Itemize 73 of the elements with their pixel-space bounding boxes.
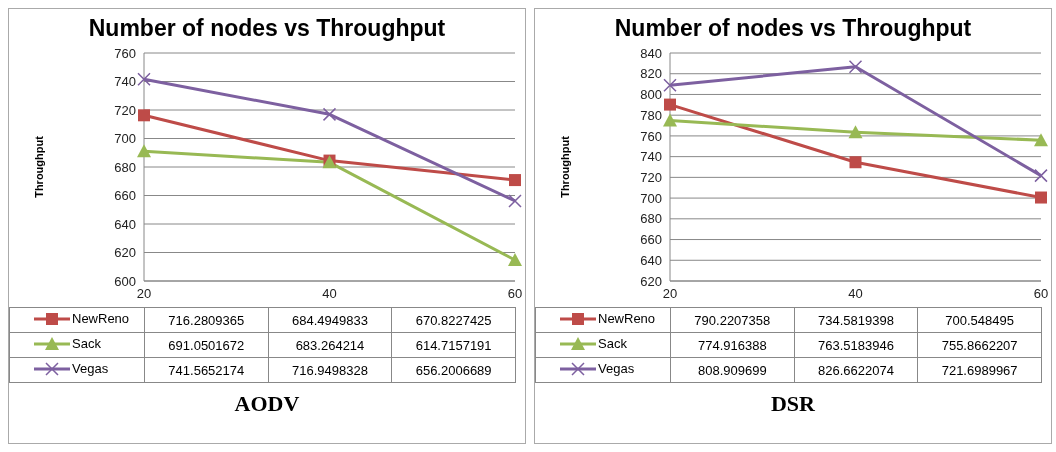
- data-label: 614.7157191: [391, 332, 516, 358]
- point: [664, 98, 676, 111]
- y-tick-label: 720: [640, 169, 662, 185]
- y-tick-label: 800: [640, 87, 662, 103]
- point: [849, 156, 862, 169]
- data-label: 716.9498328: [268, 357, 392, 383]
- data-label: 734.5819398: [794, 307, 918, 333]
- point: [137, 72, 151, 87]
- point: [848, 125, 863, 139]
- y-tick-label: 700: [640, 190, 662, 206]
- point: [848, 60, 863, 74]
- point: [322, 107, 337, 122]
- chart-title: Number of nodes vs Throughput: [87, 15, 447, 43]
- text: AODV: [233, 391, 301, 417]
- data-label: 656.2006689: [391, 357, 516, 383]
- data-label: 826.6622074: [794, 357, 918, 383]
- y-tick-label: 640: [640, 252, 662, 268]
- legend-label: Sack: [597, 336, 627, 352]
- y-tick-label: 680: [114, 159, 136, 175]
- y-tick-label: 780: [640, 107, 662, 123]
- data-label: 763.5183946: [794, 332, 918, 358]
- data-label: 808.909699: [670, 357, 795, 383]
- point: [1034, 133, 1048, 147]
- y-axis-title: Throughput: [32, 135, 45, 198]
- point: [1035, 191, 1047, 204]
- y-axis-title: Throughput: [558, 135, 571, 198]
- point: [137, 144, 151, 158]
- y-tick-label: 680: [640, 211, 662, 227]
- data-label: 670.8227425: [391, 307, 516, 333]
- x-tick-label: 20: [136, 286, 152, 302]
- y-tick-label: 740: [640, 149, 662, 165]
- y-tick-label: 760: [640, 128, 662, 144]
- point: [1034, 168, 1048, 183]
- data-label: 700.548495: [917, 307, 1042, 333]
- data-label: 741.5652174: [144, 357, 269, 383]
- legend-label: Vegas: [597, 361, 635, 377]
- x-tick-label: 40: [848, 286, 863, 302]
- x-tick-label: 60: [507, 286, 523, 302]
- data-label: 774.916388: [670, 332, 795, 358]
- point: [138, 109, 150, 122]
- y-tick-label: 600: [114, 273, 136, 289]
- text: DSR: [770, 391, 816, 417]
- data-label: 755.8662207: [917, 332, 1042, 358]
- point: [509, 174, 521, 187]
- chart-title: Number of nodes vs Throughput: [613, 15, 973, 43]
- data-label: 683.264214: [268, 332, 392, 358]
- data-label: 790.2207358: [670, 307, 795, 333]
- x-tick-label: 40: [322, 286, 337, 302]
- point: [508, 194, 522, 208]
- data-label: 721.6989967: [917, 357, 1042, 383]
- legend-label: Vegas: [71, 361, 109, 377]
- y-tick-label: 620: [640, 273, 662, 289]
- y-tick-label: 840: [640, 45, 662, 61]
- y-tick-label: 660: [640, 232, 662, 248]
- point: [663, 113, 677, 127]
- y-tick-label: 660: [114, 188, 136, 204]
- y-tick-label: 740: [114, 74, 136, 90]
- legend-label: Sack: [71, 336, 101, 352]
- data-label: 691.0501672: [144, 332, 269, 358]
- y-tick-label: 760: [114, 45, 136, 61]
- point: [508, 253, 522, 267]
- y-tick-label: 620: [114, 245, 136, 261]
- data-label: 716.2809365: [144, 307, 269, 333]
- point: [663, 78, 677, 92]
- y-tick-label: 820: [640, 66, 662, 82]
- data-label: 684.4949833: [268, 307, 392, 333]
- y-tick-label: 640: [114, 216, 136, 232]
- x-tick-label: 60: [1033, 286, 1049, 302]
- legend-label: NewReno: [71, 311, 130, 327]
- y-tick-label: 720: [114, 102, 136, 118]
- x-tick-label: 20: [662, 286, 678, 302]
- y-tick-label: 700: [114, 131, 136, 147]
- legend-label: NewReno: [597, 311, 656, 327]
